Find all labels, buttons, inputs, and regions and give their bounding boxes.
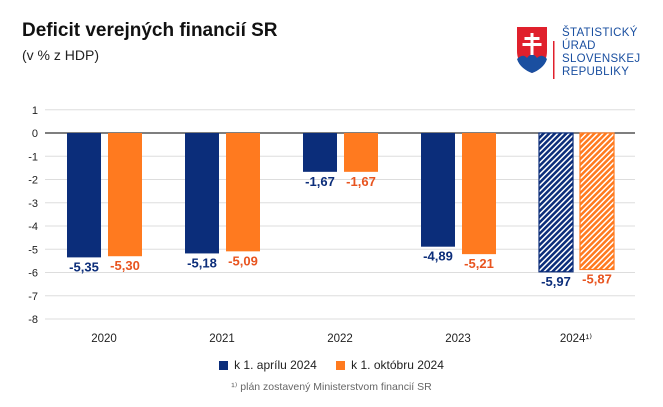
- logo-line: SLOVENSKEJ: [562, 53, 641, 65]
- x-tick-label: 2020: [91, 333, 117, 345]
- y-tick-label: -7: [28, 291, 38, 303]
- x-tick-label: 2021: [209, 333, 235, 345]
- x-tick-label: 2023: [445, 333, 471, 345]
- bar: [344, 133, 378, 172]
- data-label: -4,89: [423, 249, 453, 264]
- data-label: -5,87: [582, 271, 612, 286]
- data-label: -1,67: [346, 174, 376, 189]
- data-label: -5,35: [69, 259, 99, 274]
- bar: [462, 133, 496, 255]
- y-tick-label: -1: [28, 151, 38, 163]
- chart-title: Deficit verejných financií SR: [22, 20, 278, 41]
- y-tick-label: -8: [28, 314, 38, 326]
- legend-swatch: [336, 360, 346, 370]
- y-tick-label: -4: [28, 221, 38, 233]
- y-tick-label: -3: [28, 198, 38, 210]
- bar: [185, 133, 219, 254]
- y-tick-label: -2: [28, 175, 38, 187]
- logo-line: ŠTATISTICKÝ: [562, 27, 638, 39]
- x-tick-label: 2024¹⁾: [560, 332, 592, 345]
- bar: [67, 133, 101, 258]
- legend-item: k 1. októbru 2024: [336, 358, 444, 372]
- slovak-coat-of-arms-logo: [517, 27, 555, 79]
- y-tick-label: 1: [32, 105, 38, 117]
- bar-chart: 1 0 -1 -2 -3 -4 -5 -6 -7 -8 2020 -5,35 -5,30 2021 -5,1…: [28, 105, 635, 345]
- y-tick-label: 0: [32, 128, 38, 140]
- data-label: -5,30: [110, 258, 140, 273]
- footnote: ¹⁾ plán zostavený Ministerstvom financií…: [231, 381, 432, 393]
- bar: [108, 133, 142, 257]
- y-tick-label: -5: [28, 244, 38, 256]
- data-label: -1,67: [305, 174, 335, 189]
- y-tick-label: -6: [28, 268, 38, 280]
- bar: [421, 133, 455, 247]
- legend: k 1. aprílu 2024 k 1. októbru 2024: [0, 358, 663, 373]
- data-label: -5,21: [464, 256, 494, 271]
- legend-label: k 1. aprílu 2024: [234, 358, 317, 372]
- bar: [303, 133, 337, 172]
- legend-label: k 1. októbru 2024: [351, 358, 444, 372]
- x-tick-label: 2022: [327, 333, 353, 345]
- bar: [538, 132, 574, 273]
- legend-item: k 1. aprílu 2024: [219, 358, 317, 372]
- data-label: -5,97: [541, 274, 571, 289]
- logo-text: ŠTATISTICKÝ ÚRAD SLOVENSKEJ REPUBLIKY: [562, 27, 640, 79]
- logo-line: REPUBLIKY: [562, 66, 630, 78]
- logo-line: ÚRAD: [562, 40, 596, 52]
- chart-subtitle: (v % z HDP): [22, 47, 99, 63]
- bar: [226, 133, 260, 252]
- data-label: -5,09: [228, 253, 258, 268]
- legend-swatch: [219, 360, 229, 370]
- data-label: -5,18: [187, 255, 217, 270]
- bar: [579, 132, 615, 271]
